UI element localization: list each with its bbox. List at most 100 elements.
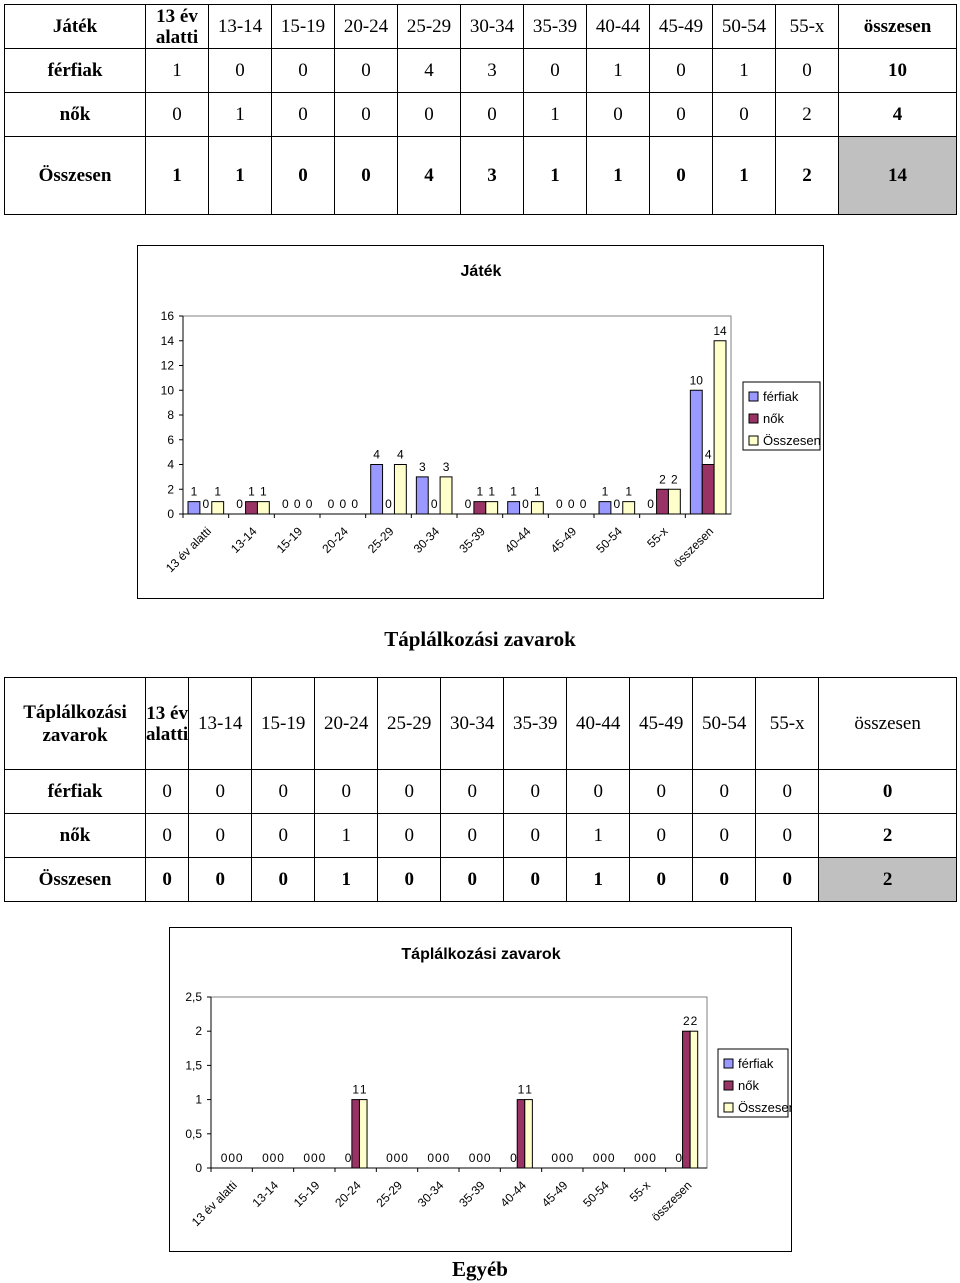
table-cell: 0	[649, 136, 713, 215]
data-label: 0	[556, 497, 563, 511]
table-cell: 0	[566, 769, 631, 814]
table-cell: 2	[775, 92, 839, 137]
bar	[393, 464, 407, 515]
data-label: 0	[228, 1151, 235, 1165]
x-tick-label: 25-29	[374, 1178, 406, 1210]
data-label: 0	[600, 1151, 607, 1165]
data-label: 1	[602, 485, 609, 499]
bar	[256, 501, 270, 515]
data-label: 4	[373, 448, 380, 462]
table-cell: 0	[144, 769, 190, 814]
bar	[415, 476, 429, 515]
row-label: Összesen	[4, 857, 146, 902]
data-label: 1	[352, 1083, 359, 1097]
table-header-cell: 25-29	[377, 677, 442, 770]
row-label: nők	[4, 813, 146, 858]
data-label: 0	[306, 497, 313, 511]
data-label: 0	[642, 1151, 649, 1165]
data-label: 1	[625, 485, 632, 499]
table-cell: 2	[775, 136, 839, 215]
table-cell: 0	[503, 813, 568, 858]
table-cell: 0	[755, 813, 820, 858]
table-cell: 0	[692, 813, 757, 858]
data-label: 0	[580, 497, 587, 511]
table-header-cell: 13 év alatti	[145, 4, 209, 49]
table-cell: 0	[775, 48, 839, 93]
table-header-cell: 35-39	[503, 677, 568, 770]
data-label: 10	[690, 373, 704, 387]
table-row: nők 0 0 0 1 0 0 0 1 0 0 0 2	[4, 813, 957, 858]
legend-swatch	[748, 435, 759, 446]
y-tick-label: 14	[161, 334, 175, 348]
table-cell: 0	[314, 769, 379, 814]
table-header-cell: összesen	[838, 4, 957, 49]
x-tick-label: 15-19	[274, 524, 306, 556]
table-cell: 0	[440, 769, 505, 814]
table-header-cell: 55-x	[775, 4, 839, 49]
bar	[516, 1099, 526, 1169]
table-cell: 1	[145, 136, 209, 215]
y-tick-label: 0,5	[185, 1127, 202, 1141]
data-label: 14	[713, 324, 727, 338]
data-label: 3	[419, 460, 426, 474]
table-cell: 1	[523, 136, 587, 215]
chart-title: Táplálkozási zavarok	[401, 946, 560, 963]
y-tick-label: 1,5	[185, 1058, 202, 1072]
bar	[507, 501, 521, 515]
table-cell: 0	[144, 813, 190, 858]
data-label: 0	[443, 1151, 450, 1165]
bar	[473, 501, 487, 515]
data-label: 0	[675, 1151, 682, 1165]
table-header-cell: Táplálkozási zavarok	[4, 677, 146, 770]
table-header-cell: 50-54	[712, 4, 776, 49]
data-label: 2	[671, 472, 678, 486]
data-label: 0	[270, 1151, 277, 1165]
data-label: 0	[484, 1151, 491, 1165]
row-label: férfiak	[4, 769, 146, 814]
table-cell: 0	[397, 92, 461, 137]
table-cell: 0	[629, 857, 694, 902]
table-cell: 0	[188, 813, 253, 858]
legend-label: nők	[763, 411, 784, 426]
data-label: 0	[608, 1151, 615, 1165]
data-label: 0	[385, 497, 392, 511]
jatek-table: Játék 13 év alatti 13-14 15-19 20-24 25-…	[4, 4, 957, 215]
data-label: 0	[469, 1151, 476, 1165]
x-tick-label: 50-54	[580, 1178, 612, 1210]
data-label: 1	[510, 485, 517, 499]
table-cell: 0	[503, 857, 568, 902]
bar	[667, 488, 681, 515]
data-label: 1	[476, 485, 483, 499]
x-tick-label: 35-39	[456, 524, 488, 556]
bar	[351, 1099, 360, 1169]
x-tick-label: 15-19	[291, 1178, 323, 1210]
table-cell: 1	[523, 92, 587, 137]
data-label: 0	[294, 497, 301, 511]
row-label: nők	[4, 92, 146, 137]
legend-label: nők	[738, 1078, 759, 1093]
bar	[530, 501, 544, 515]
table-cell: 1	[145, 48, 209, 93]
data-label: 0	[319, 1151, 326, 1165]
table-header-cell: 40-44	[586, 4, 650, 49]
data-label: 1	[360, 1083, 367, 1097]
y-tick-label: 8	[167, 408, 174, 422]
section-heading-egyeb: Egyéb	[451, 1257, 508, 1281]
data-label: 0	[328, 497, 335, 511]
table-cell: 0	[440, 857, 505, 902]
table-cell: 0	[649, 48, 713, 93]
x-tick-label: 30-34	[415, 1178, 447, 1210]
table-cell: 0	[144, 857, 190, 902]
legend-swatch	[723, 1058, 734, 1069]
row-label: férfiak	[4, 48, 146, 93]
table-cell: 0	[377, 769, 442, 814]
data-label: 0	[339, 497, 346, 511]
table-cell: 4	[397, 48, 461, 93]
x-tick-label: 55-x	[627, 1178, 653, 1204]
data-label: 0	[277, 1151, 284, 1165]
bar	[701, 464, 715, 515]
table-cell: 1	[566, 813, 631, 858]
table-cell: 0	[251, 857, 316, 902]
x-tick-label: 13-14	[250, 1178, 282, 1210]
